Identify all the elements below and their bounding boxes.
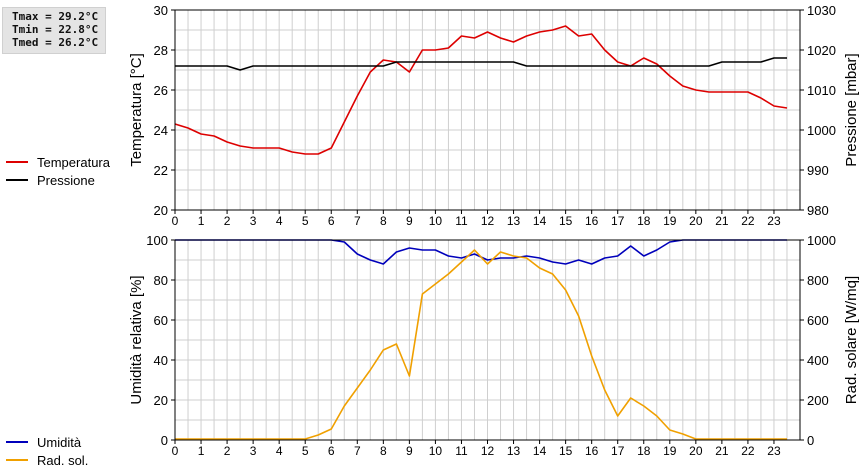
bottom-x-tick-label: 6 xyxy=(328,444,335,458)
bottom-x-tick-label: 4 xyxy=(276,444,283,458)
bottom-x-tick-label: 5 xyxy=(302,444,309,458)
bottom-y-tick-label-right: 600 xyxy=(807,313,829,328)
bottom-x-tick-label: 3 xyxy=(250,444,257,458)
legend-label-pressione: Pressione xyxy=(37,172,95,188)
bottom-x-tick-label: 11 xyxy=(455,444,468,458)
top-series-temperatura-line xyxy=(174,25,788,155)
top-x-tick-label: 19 xyxy=(663,214,677,228)
bottom-y-tick-label-left: 20 xyxy=(154,393,168,408)
top-x-tick-label: 18 xyxy=(637,214,651,228)
tmin-label: Tmin = 22.8°C xyxy=(12,23,99,36)
bottom-x-tick-label: 1 xyxy=(198,444,205,458)
top-x-tick-label: 21 xyxy=(715,214,729,228)
bottom-x-tick-label: 2 xyxy=(224,444,231,458)
tmax-label: Tmax = 29.2°C xyxy=(12,10,99,23)
legend-swatch-temperatura xyxy=(6,161,28,163)
bottom-x-tick-label: 20 xyxy=(689,444,703,458)
bottom-y-tick-label-left: 60 xyxy=(154,313,168,328)
bottom-y-tick-label-right: 800 xyxy=(807,273,829,288)
bottom-y-tick-label-left: 100 xyxy=(146,233,168,248)
top-x-tick-label: 7 xyxy=(354,214,361,228)
legend-label-umidita: Umidità xyxy=(37,434,82,450)
top-x-tick-label: 22 xyxy=(741,214,755,228)
bottom-x-tick-label: 18 xyxy=(637,444,651,458)
bottom-y-tick-label-right: 200 xyxy=(807,393,829,408)
top-x-tick-label: 2 xyxy=(224,214,231,228)
top-y-axis-label-right: Pressione [mbar] xyxy=(843,53,860,166)
top-y-tick-label-right: 1020 xyxy=(807,43,836,58)
top-x-tick-label: 1 xyxy=(198,214,205,228)
top-y-tick-label-left: 20 xyxy=(154,203,168,218)
bottom-x-tick-label: 13 xyxy=(507,444,521,458)
bottom-x-tick-label: 16 xyxy=(585,444,599,458)
top-x-tick-label: 8 xyxy=(380,214,387,228)
top-x-tick-label: 20 xyxy=(689,214,703,228)
legend-swatch-pressione xyxy=(6,179,28,181)
bottom-series-rad-sol-line xyxy=(175,249,787,440)
legend-item-temperatura: Temperatura xyxy=(6,153,110,171)
bottom-x-tick-label: 19 xyxy=(663,444,677,458)
bottom-x-tick-label: 0 xyxy=(172,444,179,458)
tmed-label: Tmed = 26.2°C xyxy=(12,36,99,49)
top-x-tick-label: 13 xyxy=(507,214,521,228)
bottom-x-tick-label: 14 xyxy=(533,444,547,458)
top-y-tick-label-left: 24 xyxy=(154,123,168,138)
bottom-x-tick-label: 8 xyxy=(380,444,387,458)
bottom-x-tick-label: 9 xyxy=(406,444,413,458)
bottom-x-tick-label: 22 xyxy=(741,444,755,458)
bottom-x-tick-label: 10 xyxy=(429,444,443,458)
top-x-tick-label: 9 xyxy=(406,214,413,228)
bottom-x-tick-label: 12 xyxy=(481,444,495,458)
legend-label-temperatura: Temperatura xyxy=(37,154,110,170)
top-y-axis-label-left: Temperatura [°C] xyxy=(128,53,145,167)
top-series-pressione-line xyxy=(175,57,787,71)
bottom-y-tick-label-right: 1000 xyxy=(807,233,836,248)
top-x-tick-label: 23 xyxy=(767,214,781,228)
bottom-y-tick-label-left: 80 xyxy=(154,273,168,288)
bottom-x-tick-label: 7 xyxy=(354,444,361,458)
bottom-x-tick-label: 21 xyxy=(715,444,729,458)
top-y-tick-label-right: 1000 xyxy=(807,123,836,138)
top-y-tick-label-left: 22 xyxy=(154,163,168,178)
bottom-y-tick-label-left: 40 xyxy=(154,353,168,368)
bottom-y-tick-label-right: 400 xyxy=(807,353,829,368)
top-y-tick-label-left: 26 xyxy=(154,83,168,98)
top-y-tick-label-right: 1030 xyxy=(807,3,836,18)
top-x-tick-label: 15 xyxy=(559,214,573,228)
legend-item-umidita: Umidità xyxy=(6,433,88,451)
top-y-tick-label-right: 1010 xyxy=(807,83,836,98)
top-x-tick-label: 10 xyxy=(429,214,443,228)
top-x-tick-label: 0 xyxy=(172,214,179,228)
bottom-y-tick-label-left: 0 xyxy=(161,433,168,448)
top-x-tick-label: 4 xyxy=(276,214,283,228)
legend-swatch-umidita xyxy=(6,441,28,443)
top-x-tick-label: 11 xyxy=(455,214,468,228)
top-x-tick-label: 6 xyxy=(328,214,335,228)
top-x-tick-label: 5 xyxy=(302,214,309,228)
bottom-x-tick-label: 15 xyxy=(559,444,573,458)
top-x-tick-label: 17 xyxy=(611,214,625,228)
legend-item-pressione: Pressione xyxy=(6,171,110,189)
top-chart-legend: Temperatura Pressione xyxy=(6,153,110,189)
top-y-tick-label-right: 990 xyxy=(807,163,829,178)
top-x-tick-label: 16 xyxy=(585,214,599,228)
top-y-tick-label-left: 30 xyxy=(154,3,168,18)
top-y-tick-label-right: 980 xyxy=(807,203,829,218)
top-x-tick-label: 14 xyxy=(533,214,547,228)
bottom-y-axis-label-right: Rad. solare [W/mq] xyxy=(843,276,860,404)
top-x-tick-label: 12 xyxy=(481,214,495,228)
bottom-y-axis-label-left: Umidità relativa [%] xyxy=(128,275,145,404)
bottom-x-tick-label: 17 xyxy=(611,444,625,458)
stats-box: Tmax = 29.2°C Tmin = 22.8°C Tmed = 26.2°… xyxy=(2,7,106,54)
bottom-x-tick-label: 23 xyxy=(767,444,781,458)
top-y-tick-label-left: 28 xyxy=(154,43,168,58)
top-x-tick-label: 3 xyxy=(250,214,257,228)
bottom-y-tick-label-right: 0 xyxy=(807,433,814,448)
